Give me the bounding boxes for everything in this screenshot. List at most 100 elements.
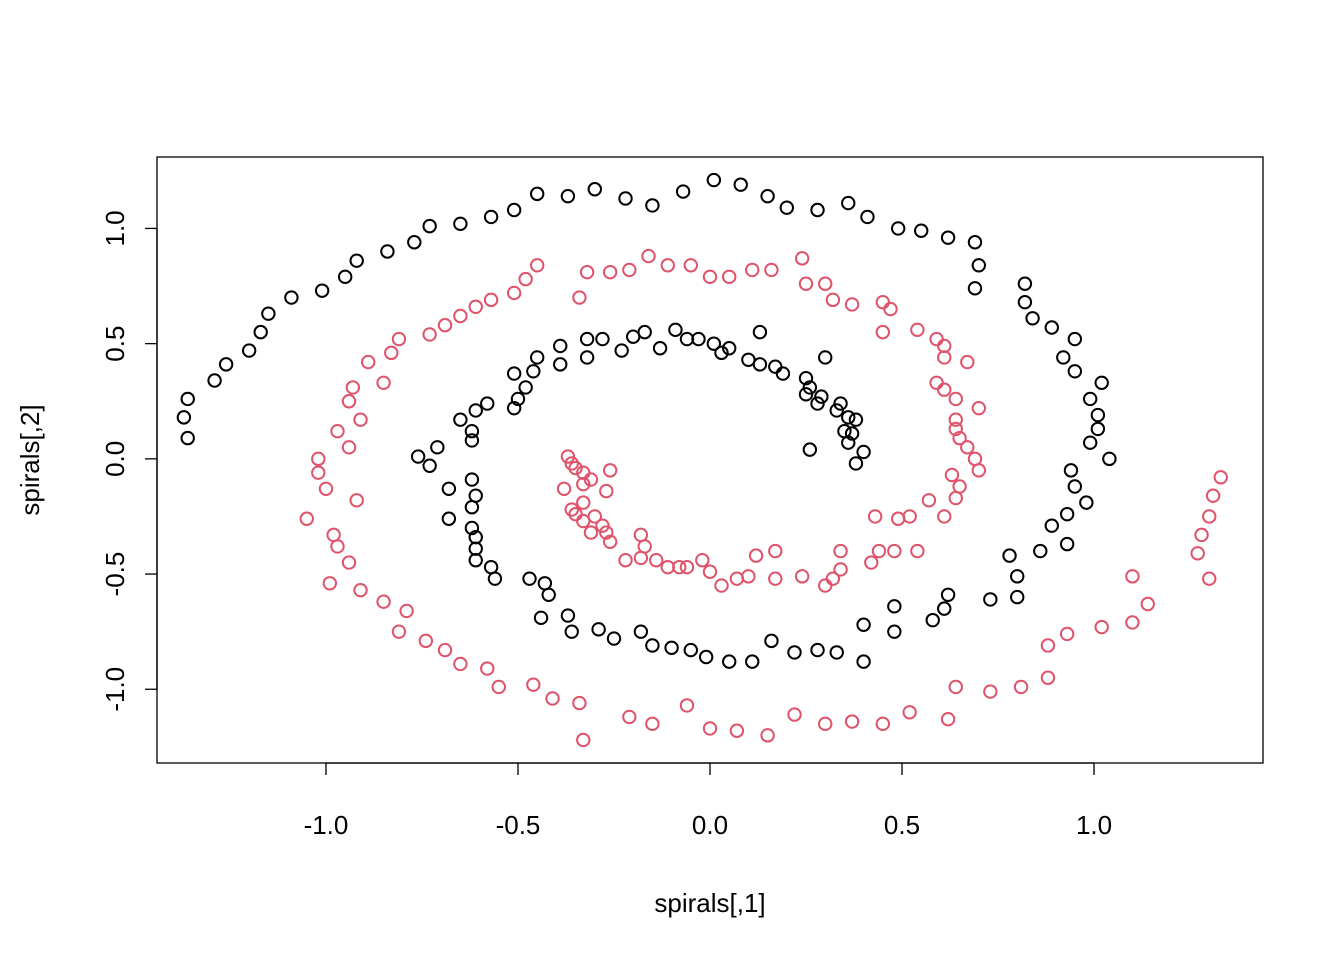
data-point (940, 712, 956, 727)
data-point (952, 430, 967, 446)
data-point (841, 435, 856, 450)
data-point (641, 248, 656, 264)
data-point (599, 525, 614, 540)
data-point (691, 331, 706, 347)
data-point (1040, 638, 1056, 653)
data-point (729, 571, 745, 586)
data-point (679, 698, 695, 713)
data-point (729, 723, 745, 738)
data-point (560, 449, 576, 464)
data-point (576, 732, 591, 748)
data-point (818, 716, 833, 732)
data-point (618, 191, 633, 206)
data-point (652, 341, 668, 356)
data-point (1079, 495, 1094, 510)
data-point (764, 633, 779, 649)
data-point (921, 493, 937, 508)
data-point (787, 707, 802, 722)
data-point (529, 186, 545, 202)
data-point (871, 543, 887, 559)
data-point (441, 481, 457, 497)
y-axis-label: spirals[,2] (15, 404, 45, 515)
series-1 (176, 172, 1117, 669)
data-point (422, 458, 437, 473)
data-point (660, 258, 675, 273)
data-point (864, 555, 879, 570)
data-point (929, 331, 944, 347)
data-point (587, 182, 602, 197)
data-point (733, 177, 748, 192)
data-point (798, 371, 814, 386)
data-point (526, 364, 541, 379)
data-point (752, 357, 768, 372)
data-point (706, 336, 722, 351)
data-point (1044, 518, 1059, 533)
data-point (376, 375, 391, 391)
data-point (453, 412, 468, 427)
data-point (967, 281, 983, 296)
data-point (833, 396, 848, 411)
data-point (833, 543, 848, 559)
data-point (883, 301, 898, 317)
data-point (844, 426, 860, 441)
data-point (1140, 596, 1155, 612)
data-point (1082, 435, 1098, 450)
data-point (533, 610, 549, 626)
data-point (844, 714, 860, 729)
data-point (299, 511, 314, 526)
data-point (353, 582, 368, 598)
data-point (875, 324, 891, 340)
data-point (802, 442, 818, 457)
data-point (241, 343, 257, 358)
data-point (560, 188, 576, 204)
data-point (253, 324, 268, 340)
data-point (645, 198, 660, 213)
data-point (1010, 589, 1025, 605)
data-point (937, 382, 952, 397)
data-point (399, 603, 414, 619)
data-point (568, 460, 583, 476)
data-point (437, 642, 453, 658)
data-point (971, 258, 987, 273)
data-point (971, 463, 987, 478)
data-point (760, 728, 775, 743)
data-point (1102, 451, 1117, 467)
data-point (910, 543, 925, 559)
data-point (675, 184, 691, 199)
data-point (464, 520, 480, 536)
data-point (810, 202, 825, 218)
data-point (649, 553, 664, 568)
data-point (902, 509, 917, 524)
data-point (1040, 670, 1056, 685)
data-point (453, 656, 468, 672)
data-point (937, 509, 952, 524)
data-point (983, 592, 998, 607)
data-point (810, 396, 825, 411)
data-point (752, 324, 768, 340)
data-point (818, 350, 833, 365)
x-tick-label: -0.5 (496, 810, 541, 840)
data-point (833, 562, 848, 577)
data-point (810, 642, 825, 658)
data-point (940, 587, 956, 602)
data-point (576, 465, 591, 480)
data-point (1213, 470, 1228, 485)
data-point (407, 235, 422, 250)
data-point (618, 553, 633, 568)
data-point (207, 373, 222, 388)
data-point (518, 380, 533, 395)
data-point (572, 290, 587, 305)
data-point (856, 617, 871, 632)
data-point (944, 467, 960, 483)
y-tick-label: 0.0 (100, 441, 130, 477)
data-point (875, 716, 891, 732)
data-point (768, 543, 783, 559)
data-point (1094, 619, 1109, 635)
data-point (1202, 571, 1217, 586)
data-point (1013, 679, 1029, 695)
data-point (1059, 626, 1075, 642)
data-point (1090, 407, 1106, 423)
data-point (668, 322, 683, 338)
data-point (464, 472, 480, 487)
data-point (468, 299, 483, 314)
